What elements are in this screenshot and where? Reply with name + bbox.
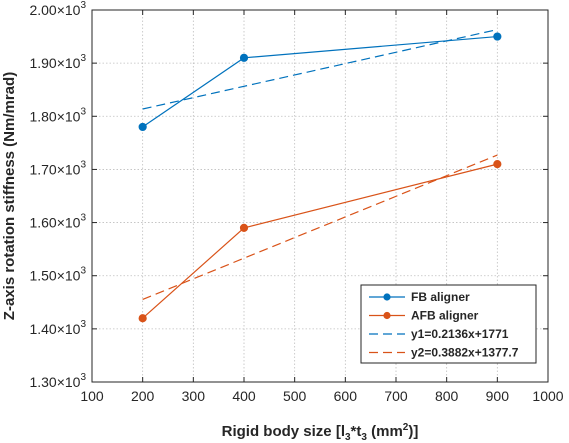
y-tick-label: 1.40×103	[29, 319, 86, 337]
y-tick-mantissa: 1.50	[29, 268, 56, 284]
x-axis-title: Rigid body size [l3*t3 (mm2)]	[222, 422, 419, 443]
legend-marker-1	[383, 311, 391, 320]
x-axis-title-sub1: 3	[345, 432, 351, 443]
y-tick-label: 1.80×103	[29, 106, 86, 124]
y-tick-label: 1.30×103	[29, 372, 86, 390]
y-tick-exponent: 3	[80, 0, 86, 11]
data-point-1-0	[138, 314, 147, 323]
y-tick-label: 2.00×103	[29, 0, 86, 18]
legend-label-0: FB aligner	[411, 290, 470, 304]
x-axis-title-main: Rigid body size [l	[222, 423, 345, 440]
x-axis-title-sup: 2	[403, 422, 409, 433]
x-tick-label: 400	[232, 388, 256, 404]
y-tick-base: ×10	[57, 374, 81, 390]
y-tick-base: ×10	[57, 55, 81, 71]
y-tick-exponent: 3	[80, 372, 86, 383]
y-tick-exponent: 3	[80, 53, 86, 64]
y-tick-exponent: 3	[80, 159, 86, 170]
y-tick-exponent: 3	[80, 319, 86, 330]
series-line-3	[142, 154, 498, 301]
x-axis-title-mid: *t	[351, 423, 362, 440]
y-tick-mantissa: 2.00	[29, 2, 56, 18]
x-tick-label: 700	[384, 388, 408, 404]
y-tick-base: ×10	[57, 2, 81, 18]
y-tick-mantissa: 1.80	[29, 108, 56, 124]
y-tick-label: 1.60×103	[29, 213, 86, 231]
y-tick-exponent: 3	[80, 213, 86, 224]
x-axis-ticks: 100 200 300 400 500 600 700 800 900 1000	[80, 10, 564, 404]
legend-label-2: y1=0.2136x+1771	[411, 327, 509, 341]
y-tick-label: 1.70×103	[29, 159, 86, 177]
series-layer	[138, 28, 502, 323]
data-point-0-1	[239, 53, 249, 62]
legend-label-3: y2=0.3882x+1377.7	[411, 346, 519, 360]
y-tick-base: ×10	[57, 321, 81, 337]
x-tick-label: 600	[334, 388, 358, 404]
data-point-0-2	[493, 32, 502, 41]
y-tick-exponent: 3	[80, 266, 86, 277]
y-tick-mantissa: 1.70	[29, 161, 56, 177]
plot-frame	[91, 9, 549, 383]
y-tick-exponent: 3	[80, 106, 86, 117]
x-axis-title-end: )]	[408, 423, 418, 440]
x-axis-title-sub2: 3	[361, 432, 367, 443]
data-point-1-1	[239, 223, 249, 232]
legend: FB aligner AFB aligner y1=0.2136x+1771 y2=0…	[360, 284, 537, 364]
y-axis-ticks: 1.30×1031.40×1031.50×1031.60×1031.70×103…	[29, 0, 548, 390]
y-axis-title: Z-axis rotation stiffness (Nm/mrad)	[1, 72, 18, 320]
x-tick-label: 500	[283, 388, 307, 404]
y-tick-mantissa: 1.40	[29, 321, 56, 337]
y-tick-base: ×10	[57, 108, 81, 124]
x-tick-label: 100	[80, 388, 104, 404]
x-tick-label: 1000	[532, 388, 563, 404]
y-tick-label: 1.90×103	[29, 53, 86, 71]
x-tick-label: 200	[131, 388, 155, 404]
y-tick-mantissa: 1.30	[29, 374, 56, 390]
y-tick-base: ×10	[57, 268, 81, 284]
y-tick-base: ×10	[57, 215, 81, 231]
data-point-0-0	[138, 122, 147, 132]
y-tick-mantissa: 1.90	[29, 55, 56, 71]
x-axis-title-tail: (mm	[367, 423, 403, 440]
data-point-1-2	[493, 160, 502, 169]
legend-marker-0	[383, 293, 391, 301]
x-tick-label: 300	[182, 388, 206, 404]
y-tick-mantissa: 1.60	[29, 215, 56, 231]
x-tick-label: 900	[486, 388, 510, 404]
y-tick-label: 1.50×103	[29, 266, 86, 284]
y-tick-base: ×10	[57, 161, 81, 177]
legend-label-1: AFB aligner	[411, 309, 479, 323]
series-line-2	[142, 28, 498, 110]
x-tick-label: 800	[435, 388, 459, 404]
